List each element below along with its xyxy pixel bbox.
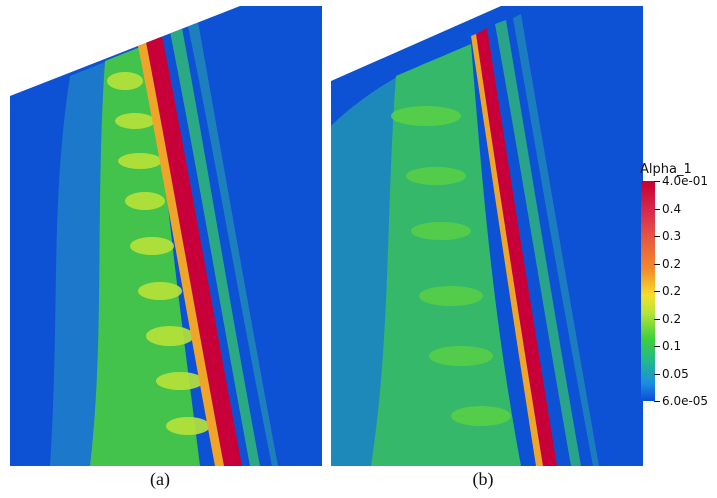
colorbar-tick (654, 291, 660, 292)
colorbar-tick-label: 6.0e-05 (662, 394, 709, 408)
colorbar-tick (654, 236, 660, 237)
field-plot-a (10, 6, 322, 466)
contour-panel-a (10, 6, 322, 466)
colorbar-tick-label: 0.2 (662, 284, 682, 298)
caption-a: (a) (150, 469, 170, 489)
colorbar-tick (654, 346, 660, 347)
colorbar-tick-label: 0.05 (662, 366, 689, 381)
colorbar-tick (654, 181, 660, 182)
colorbar-tick-label: 0.2 (662, 256, 682, 271)
colorbar (641, 181, 655, 401)
colorbar-tick-label: 0.4 (662, 201, 682, 216)
legend-title: Alpha_1 (640, 162, 692, 177)
field-plot-b (331, 6, 643, 466)
contour-panel-b (331, 6, 643, 466)
colorbar-legend: Alpha_1 4.0e-01 0.4 0.3 0.2 0.2 0.2 0.1 0.05 6.0… (640, 162, 717, 412)
colorbar-tick (654, 263, 660, 265)
colorbar-tick-label: 0.2 (662, 311, 682, 326)
colorbar-tick-label: 0.3 (662, 229, 682, 243)
colorbar-tick-label: 4.0e-01 (662, 174, 709, 188)
colorbar-tick (654, 373, 660, 375)
colorbar-tick (654, 208, 660, 210)
colorbar-tick-label: 0.1 (662, 339, 682, 353)
caption-b: (b) (472, 469, 494, 489)
colorbar-tick (654, 318, 660, 320)
colorbar-tick (654, 401, 660, 402)
